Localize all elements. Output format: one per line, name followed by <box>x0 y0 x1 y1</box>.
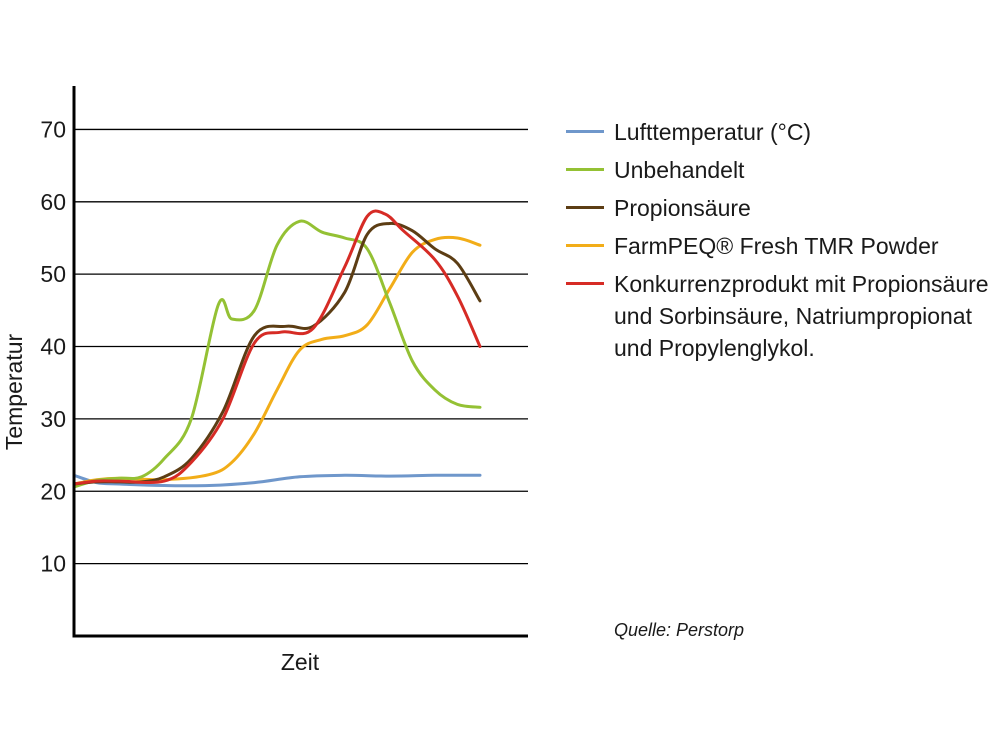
legend-swatch <box>566 168 604 171</box>
series-line-0 <box>72 473 482 488</box>
legend-label: Lufttemperatur (°C) <box>614 119 812 145</box>
y-tick-label: 50 <box>40 261 66 287</box>
legend-swatch <box>566 206 604 209</box>
legend-item: Unbehandelt <box>566 154 996 186</box>
series-line-2 <box>72 221 482 486</box>
legend-label: Propionsäure <box>614 195 751 221</box>
legend-label: Konkurrenzprodukt mit Propionsäure und S… <box>614 271 989 361</box>
legend: Lufttemperatur (°C) Unbehandelt Propionsäu… <box>566 116 996 370</box>
legend-label: Unbehandelt <box>614 157 745 183</box>
y-tick-label: 20 <box>40 478 66 504</box>
legend-label: FarmPEQ® Fresh TMR Powder <box>614 233 939 259</box>
y-tick-label: 60 <box>40 189 66 215</box>
x-axis-label: Zeit <box>281 649 320 675</box>
legend-item: Konkurrenzprodukt mit Propionsäure und S… <box>566 268 996 364</box>
y-tick-label: 40 <box>40 334 66 360</box>
legend-swatch <box>566 130 604 133</box>
y-axis-label: Temperatur <box>1 333 27 450</box>
source-note: Quelle: Perstorp <box>614 620 745 640</box>
legend-item: Propionsäure <box>566 192 996 224</box>
legend-swatch <box>566 282 604 285</box>
y-tick-label: 70 <box>40 116 66 142</box>
y-tick-label: 10 <box>40 551 66 577</box>
series-line-4 <box>72 209 482 486</box>
legend-item: FarmPEQ® Fresh TMR Powder <box>566 230 996 262</box>
legend-swatch <box>566 244 604 247</box>
series-line-1 <box>72 219 482 489</box>
y-tick-labels: 10 20 30 40 50 60 70 <box>40 116 66 576</box>
gridlines <box>74 128 528 565</box>
y-tick-label: 30 <box>40 406 66 432</box>
legend-item: Lufttemperatur (°C) <box>566 116 996 148</box>
series-lines <box>72 209 482 489</box>
